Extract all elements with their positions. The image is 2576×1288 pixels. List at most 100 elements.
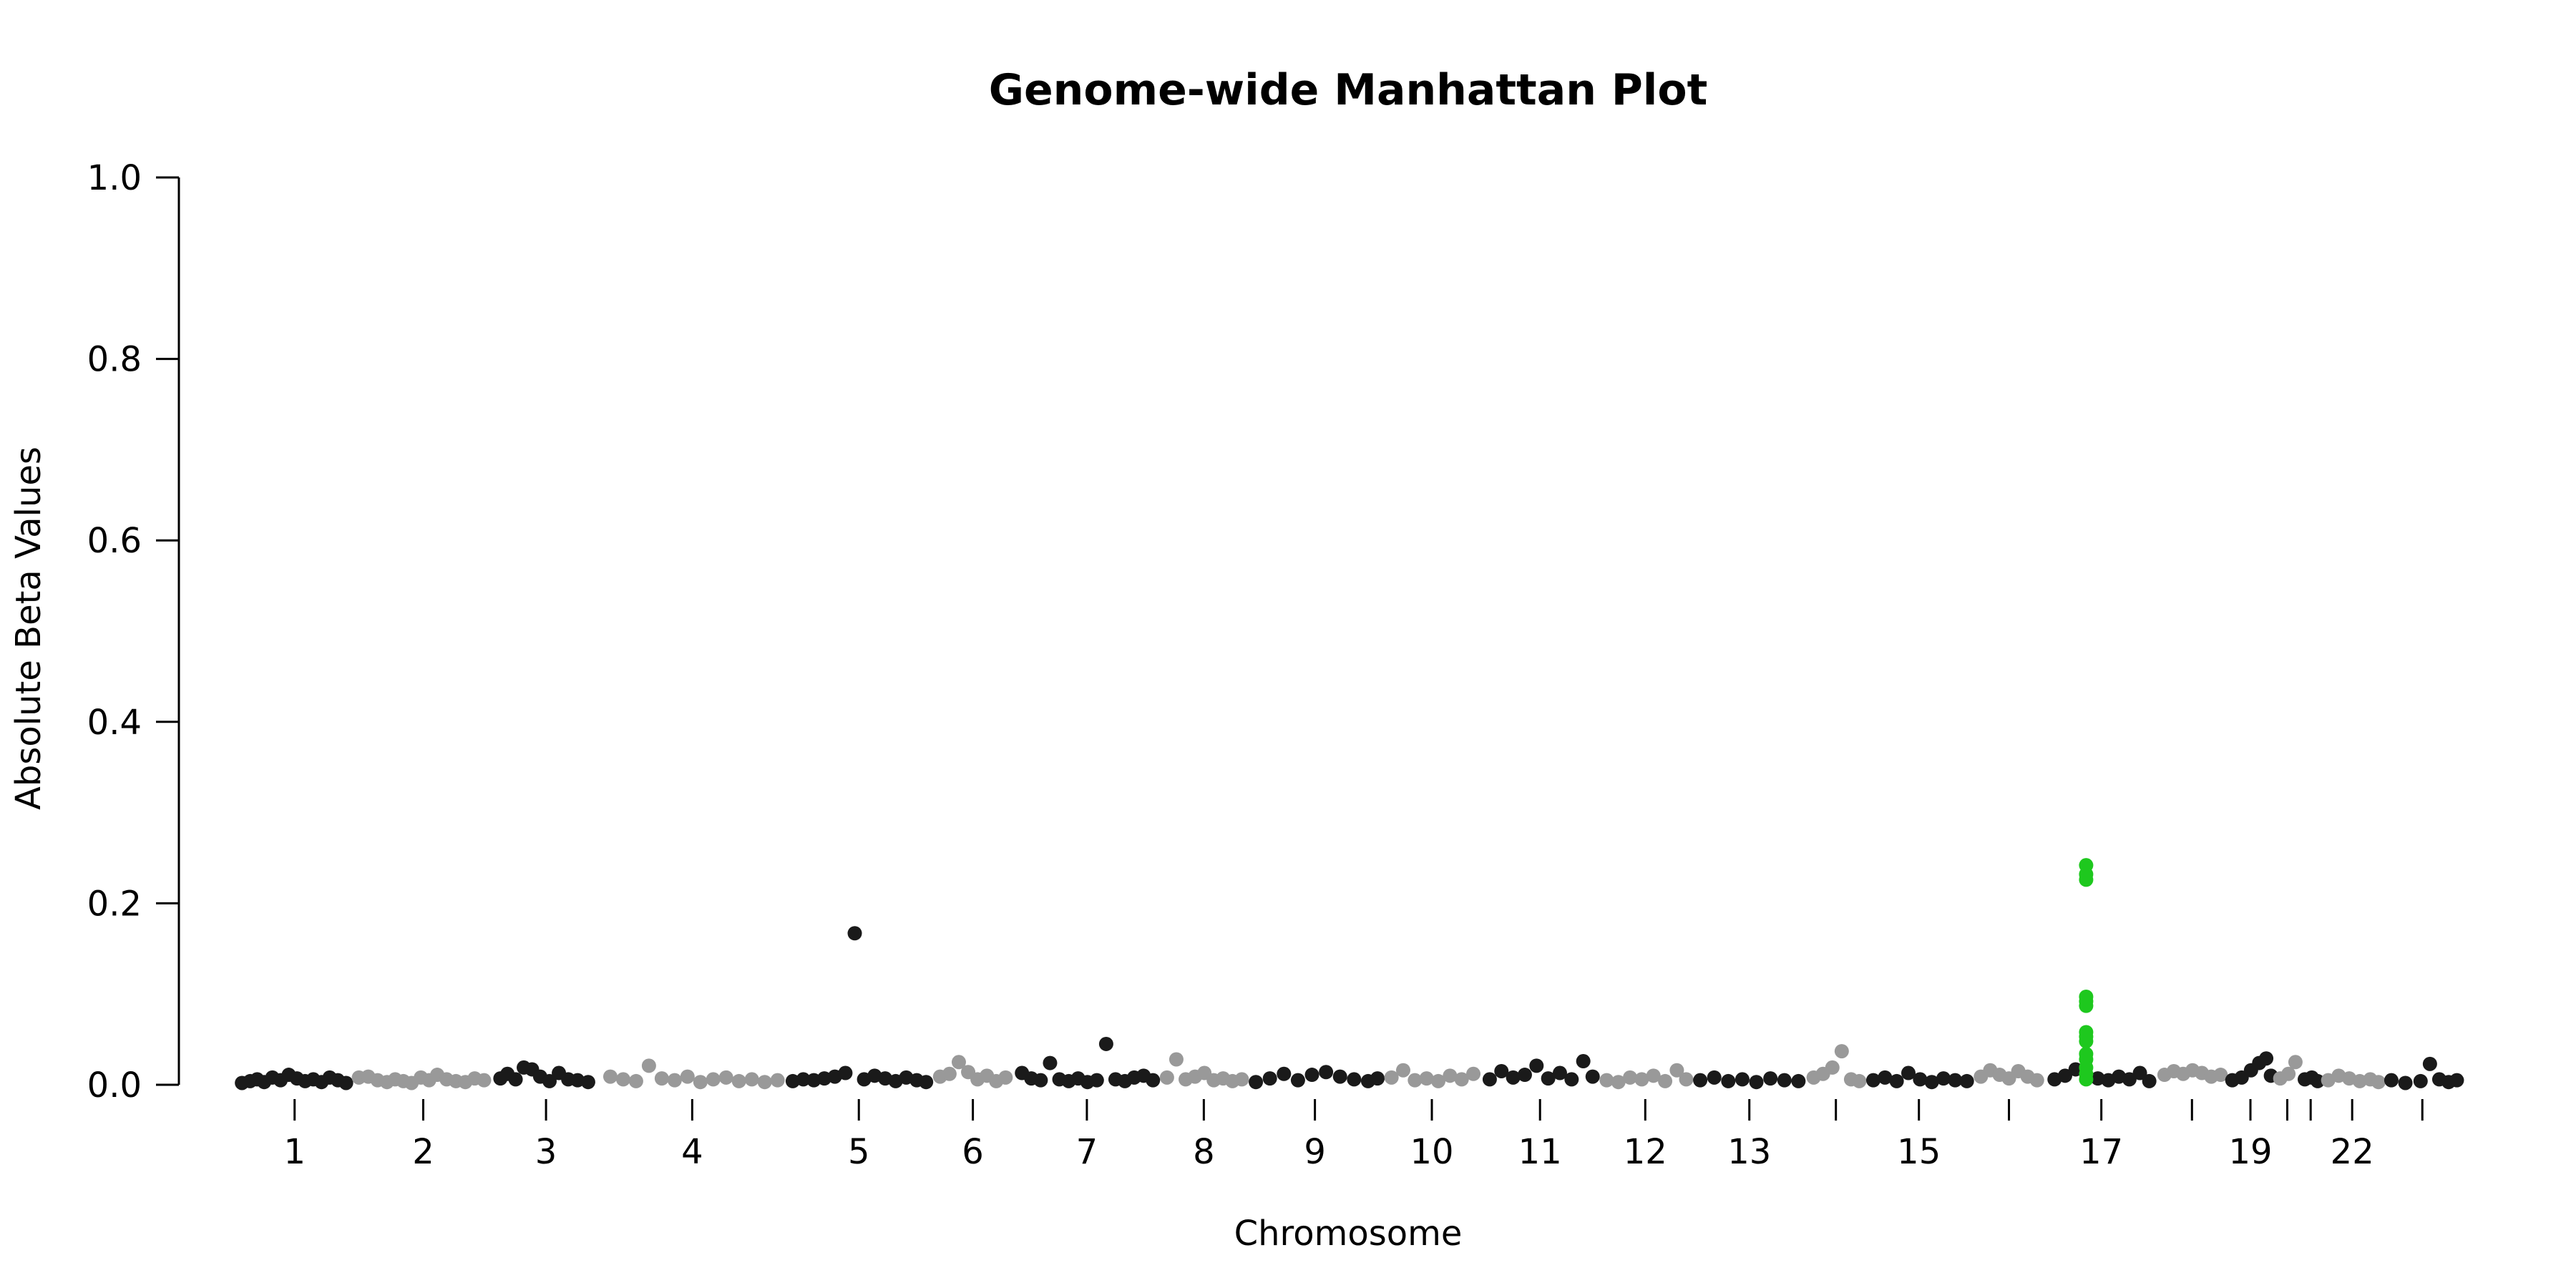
x-tick-label-chr-2: 2 [412, 1132, 434, 1172]
data-point [693, 1075, 708, 1090]
data-point [338, 1075, 353, 1091]
data-point [508, 1072, 523, 1087]
data-point [2057, 1068, 2072, 1083]
x-tick-label-chr-6: 6 [962, 1132, 984, 1172]
data-point [1541, 1071, 1556, 1086]
x-tick-label-chr-22: 22 [2331, 1132, 2374, 1172]
data-point [1599, 1073, 1614, 1088]
data-point [1658, 1073, 1673, 1088]
data-point [731, 1073, 746, 1088]
data-point [1777, 1073, 1792, 1088]
x-tick-label-chr-17: 17 [2079, 1132, 2123, 1172]
data-point [2384, 1073, 2399, 1088]
data-point [1098, 1036, 1113, 1051]
data-point [1749, 1075, 1764, 1090]
data-point [580, 1075, 595, 1090]
data-point [602, 1069, 618, 1084]
data-point [628, 1073, 643, 1088]
y-axis-label: Absolute Beta Values [9, 447, 49, 810]
data-point [847, 926, 862, 941]
data-point [2413, 1073, 2428, 1088]
data-point [1234, 1072, 1249, 1087]
data-point [1506, 1070, 1521, 1085]
data-point [1043, 1055, 1058, 1070]
data-point [1395, 1063, 1410, 1078]
data-point [1407, 1073, 1423, 1088]
data-point [706, 1072, 721, 1087]
data-point [1936, 1071, 1951, 1086]
data-point [1763, 1071, 1778, 1086]
data-point [1623, 1070, 1638, 1085]
x-axis-label: Chromosome [1234, 1214, 1463, 1254]
data-point [2090, 1071, 2105, 1086]
data-point [667, 1073, 682, 1088]
data-point [2132, 1065, 2147, 1080]
data-point [1948, 1073, 1963, 1088]
x-tick-label-chr-1: 1 [283, 1132, 306, 1172]
x-tick-label-chr-3: 3 [535, 1132, 557, 1172]
data-point [817, 1071, 832, 1086]
y-tick-label: 1.0 [87, 158, 142, 198]
data-point [570, 1073, 585, 1088]
data-point [1089, 1073, 1104, 1088]
data-point [951, 1055, 966, 1070]
data-point [1834, 1044, 1849, 1059]
data-point [2142, 1073, 2157, 1088]
data-point [680, 1069, 695, 1084]
data-point [1290, 1073, 1305, 1088]
y-tick-label: 0.0 [87, 1065, 142, 1106]
data-point [615, 1072, 630, 1087]
data-point [1529, 1058, 1544, 1073]
data-point [1332, 1069, 1347, 1084]
x-tick-label-chr-12: 12 [1624, 1132, 1667, 1172]
data-point [1454, 1072, 1469, 1087]
data-point [1669, 1063, 1684, 1078]
data-point [1419, 1071, 1434, 1086]
x-tick-label-chr-4: 4 [681, 1132, 703, 1172]
x-tick-label-chr-9: 9 [1304, 1132, 1326, 1172]
x-tick-label-chr-8: 8 [1193, 1132, 1215, 1172]
data-point [2352, 1073, 2367, 1088]
highlighted-point [2079, 1072, 2094, 1087]
data-point [1384, 1070, 1399, 1085]
data-point [1517, 1068, 1532, 1083]
x-tick-label-chr-5: 5 [848, 1132, 870, 1172]
data-point [654, 1071, 669, 1086]
data-point [1146, 1073, 1161, 1088]
data-point [1564, 1072, 1579, 1087]
data-point [1878, 1070, 1893, 1085]
data-point [2371, 1075, 2386, 1090]
data-point [2122, 1072, 2137, 1087]
x-tick-label-chr-13: 13 [1727, 1132, 1771, 1172]
data-points [235, 858, 2464, 1091]
x-tick-label-chr-10: 10 [1410, 1132, 1453, 1172]
x-tick-label-chr-11: 11 [1518, 1132, 1562, 1172]
data-point [919, 1075, 934, 1090]
data-point [1865, 1073, 1880, 1088]
x-tick-label-chr-15: 15 [1897, 1132, 1941, 1172]
data-point [2310, 1073, 2325, 1088]
x-axis: 1 2 3 4 5 6 7 8 9 10 11 12 13 15 17 19 22 [283, 1099, 2424, 1172]
data-point [1494, 1063, 1509, 1078]
data-point [1033, 1073, 1048, 1088]
data-point [1319, 1065, 1334, 1080]
data-point [1634, 1072, 1649, 1087]
y-tick-label: 0.4 [87, 703, 142, 743]
data-point [838, 1065, 853, 1080]
data-point [1347, 1072, 1362, 1087]
data-point [1249, 1075, 1264, 1090]
data-point [1924, 1075, 1939, 1090]
data-point [1646, 1068, 1661, 1083]
data-point [1482, 1072, 1497, 1087]
data-point [1552, 1065, 1567, 1080]
data-point [2422, 1056, 2437, 1071]
data-point [477, 1073, 492, 1088]
data-point [1959, 1073, 1974, 1088]
data-point [1901, 1065, 1916, 1080]
data-point [1707, 1070, 1722, 1085]
data-point [1159, 1070, 1174, 1085]
data-point [1913, 1072, 1928, 1087]
data-point [1443, 1068, 1458, 1083]
data-point [542, 1073, 557, 1088]
